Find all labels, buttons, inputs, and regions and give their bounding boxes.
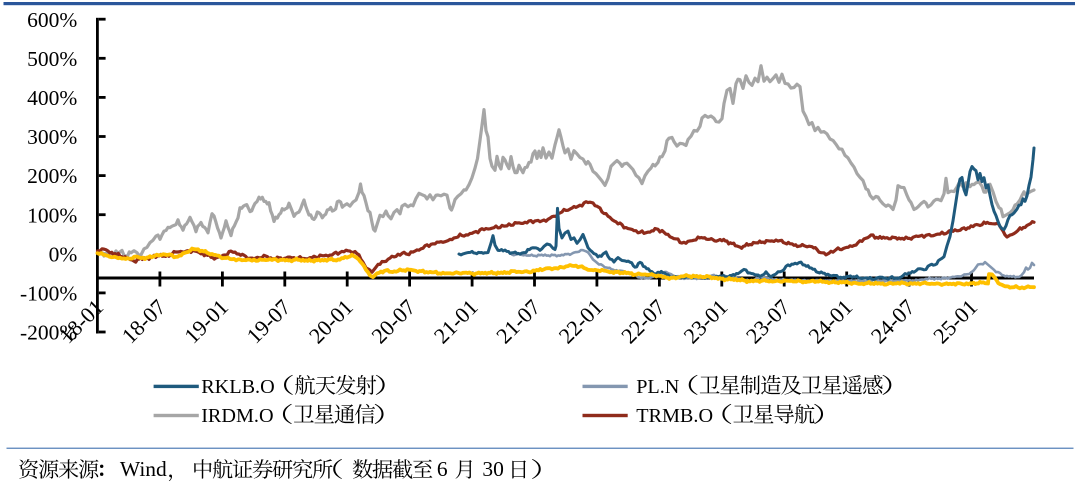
svg-text:19-07: 19-07 (241, 294, 295, 348)
svg-text:6: 6 (437, 457, 448, 481)
svg-text:Wind: Wind (120, 457, 167, 481)
svg-text:300%: 300% (27, 125, 77, 149)
svg-text:TRMB.O: TRMB.O (636, 405, 713, 427)
svg-text:22-01: 22-01 (554, 294, 608, 348)
svg-text:20-01: 20-01 (304, 294, 358, 348)
svg-text:21-07: 21-07 (491, 294, 545, 348)
svg-text:200%: 200% (27, 164, 77, 188)
svg-text:RKLB.O: RKLB.O (201, 376, 274, 398)
svg-text:25-01: 25-01 (928, 294, 982, 348)
svg-text:-100%: -100% (20, 282, 77, 306)
svg-text:0%: 0% (49, 242, 78, 266)
svg-text:24-01: 24-01 (803, 294, 857, 348)
svg-text:19-01: 19-01 (179, 294, 233, 348)
svg-text:PL.N: PL.N (636, 376, 680, 398)
svg-text:24-07: 24-07 (866, 294, 920, 348)
svg-text:600%: 600% (27, 8, 77, 32)
svg-text:18-07: 18-07 (117, 294, 171, 348)
svg-text:23-07: 23-07 (741, 294, 795, 348)
svg-text:30: 30 (482, 457, 504, 481)
svg-text:-200%: -200% (20, 321, 77, 345)
svg-text:IRDM.O: IRDM.O (201, 405, 273, 427)
svg-text:400%: 400% (27, 86, 77, 110)
svg-text:500%: 500% (27, 47, 77, 71)
svg-text:20-07: 20-07 (366, 294, 420, 348)
svg-text:23-01: 23-01 (678, 294, 732, 348)
svg-text:22-07: 22-07 (616, 294, 670, 348)
svg-text:100%: 100% (27, 203, 77, 227)
svg-text:21-01: 21-01 (429, 294, 483, 348)
